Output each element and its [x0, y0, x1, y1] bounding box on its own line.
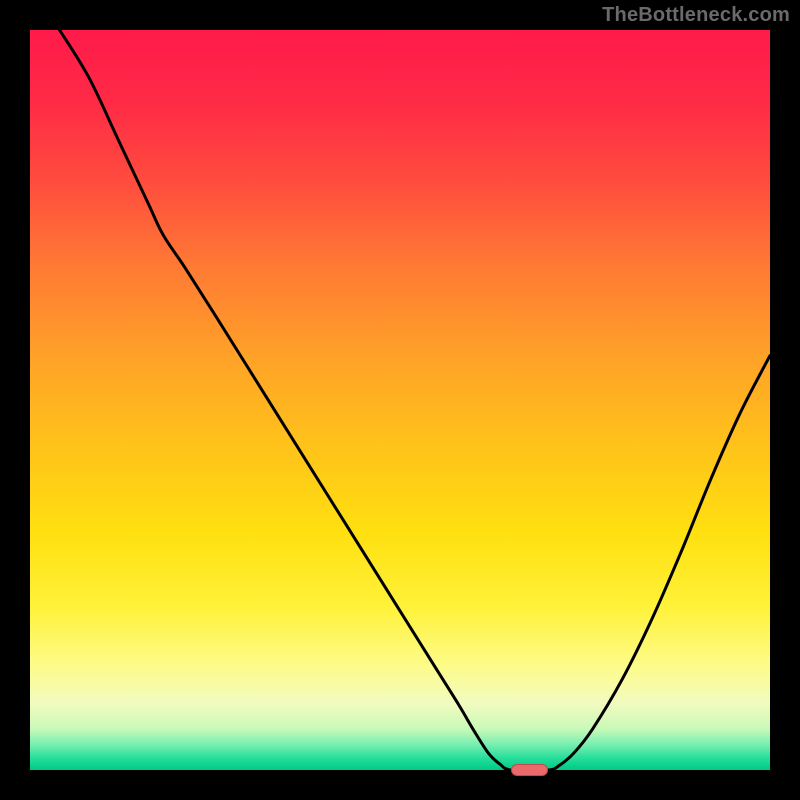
bottleneck-curve — [60, 30, 770, 771]
chart-frame: TheBottleneck.com — [0, 0, 800, 800]
watermark-text: TheBottleneck.com — [602, 4, 790, 27]
plot-area — [30, 30, 770, 770]
curve-svg — [30, 30, 770, 770]
optimum-marker — [511, 764, 548, 776]
